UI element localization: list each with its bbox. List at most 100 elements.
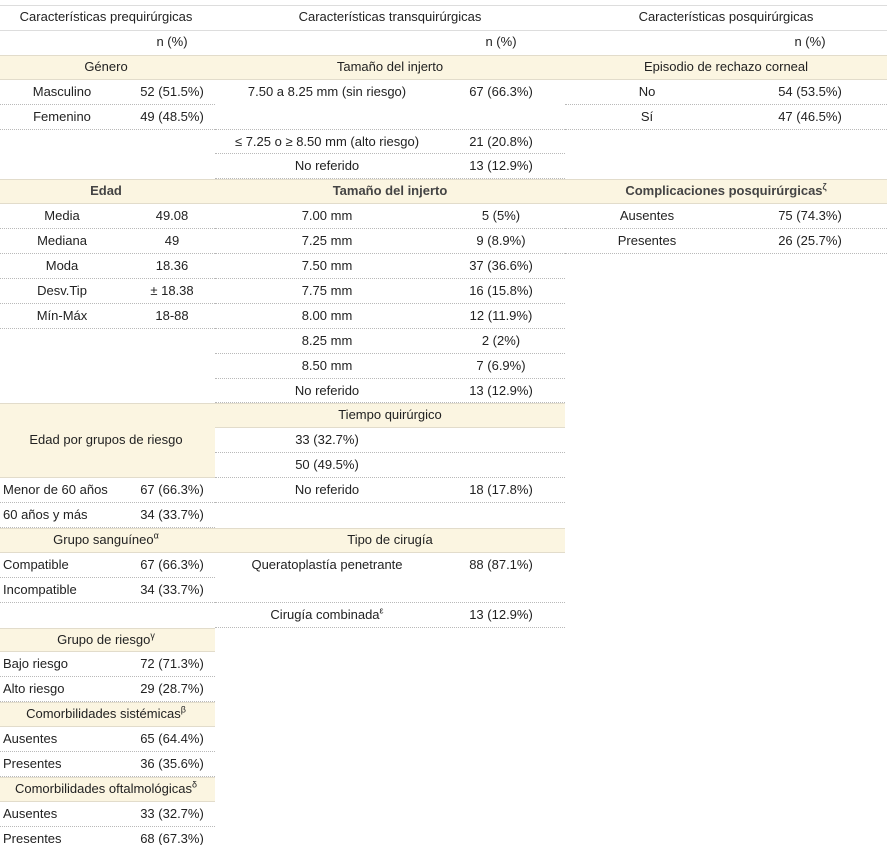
row-value: 18.36 bbox=[155, 258, 189, 273]
row-label: 7.50 mm bbox=[301, 258, 353, 273]
row-label: 7.75 mm bbox=[301, 282, 353, 298]
row-label: Sí bbox=[640, 108, 654, 124]
row-value: 49 (48.5%) bbox=[140, 108, 204, 124]
row-separator bbox=[0, 601, 215, 603]
row-separator bbox=[215, 327, 565, 329]
label-text: Grupo sanguíneo bbox=[53, 531, 154, 547]
section-title: Episodio de rechazo corneal bbox=[643, 58, 809, 74]
row-label: No referido bbox=[294, 158, 360, 174]
row-value: 67 (66.3%) bbox=[140, 482, 204, 498]
row-separator bbox=[0, 775, 215, 777]
superscript: ζ bbox=[822, 181, 827, 192]
row-value: 21 (20.8%) bbox=[469, 133, 533, 149]
row-value: 34 (33.7%) bbox=[140, 507, 204, 522]
row-label: Ausentes bbox=[3, 805, 58, 821]
row-value: ± 18.38 bbox=[150, 282, 194, 298]
column-title: Características transquirúrgicas bbox=[298, 9, 482, 24]
column-title: Características prequirúrgicas bbox=[19, 9, 193, 24]
row-label: Cirugía combinadaε bbox=[177, 603, 477, 628]
row-value: 33 (32.7%) bbox=[140, 805, 204, 821]
row-separator bbox=[215, 352, 565, 354]
row-label: Femenino bbox=[33, 108, 91, 124]
column-title: Características posquirúrgicas bbox=[638, 9, 814, 24]
row-label: 50 (49.5%) bbox=[295, 457, 359, 473]
section-title: Edad bbox=[90, 183, 122, 199]
row-separator bbox=[565, 128, 887, 130]
section-header-bg bbox=[0, 527, 215, 553]
row-label: 8.00 mm bbox=[301, 307, 353, 323]
superscript: ε bbox=[379, 605, 384, 616]
top-rule bbox=[0, 5, 887, 6]
row-label: Incompatible bbox=[3, 581, 77, 597]
section-header-bg bbox=[0, 627, 215, 653]
row-value: 18-88 bbox=[155, 307, 189, 323]
row-label: 7.00 mm bbox=[301, 208, 353, 224]
section-header-bg bbox=[565, 179, 887, 205]
row-separator bbox=[565, 103, 887, 105]
row-label: 60 años y más bbox=[3, 507, 88, 522]
row-separator bbox=[0, 103, 215, 105]
row-value: 13 (12.9%) bbox=[469, 158, 533, 174]
row-label: Desv.Tip bbox=[37, 282, 87, 298]
section-header-bg bbox=[0, 403, 215, 479]
row-value: 36 (35.6%) bbox=[140, 756, 204, 771]
row-label: No bbox=[638, 83, 656, 99]
row-separator bbox=[0, 502, 215, 503]
row-value: 2 (2%) bbox=[481, 332, 521, 348]
row-label: Moda bbox=[45, 258, 79, 273]
row-value: 72 (71.3%) bbox=[140, 656, 204, 672]
row-separator bbox=[0, 228, 215, 230]
section-header-bg bbox=[215, 54, 565, 80]
row-value: 54 (53.5%) bbox=[778, 83, 842, 99]
row-separator bbox=[0, 701, 215, 703]
row-value: 29 (28.7%) bbox=[140, 681, 204, 697]
row-label: No referido bbox=[294, 382, 360, 398]
row-separator bbox=[215, 502, 565, 503]
row-separator bbox=[0, 253, 215, 254]
row-label: Ausentes bbox=[619, 208, 675, 224]
row-label: Presentes bbox=[617, 233, 677, 249]
row-value: 5 (5%) bbox=[481, 208, 521, 224]
row-label: 7.25 mm bbox=[301, 233, 353, 249]
section-title: Tipo de cirugía bbox=[347, 531, 433, 547]
header-rule bbox=[0, 29, 887, 31]
section-title: Edad por grupos de riesgo bbox=[29, 432, 183, 448]
n-label: n (%) bbox=[485, 33, 517, 49]
row-label: Presentes bbox=[3, 756, 62, 771]
superscript: γ bbox=[150, 630, 155, 641]
row-label: 8.50 mm bbox=[301, 357, 353, 373]
row-separator bbox=[0, 128, 215, 130]
section-title: Género bbox=[84, 58, 128, 74]
row-separator bbox=[0, 576, 215, 578]
row-separator bbox=[215, 253, 565, 254]
row-label: ≤ 7.25 o ≥ 8.50 mm (alto riesgo) bbox=[234, 133, 420, 149]
row-label: Presentes bbox=[3, 830, 62, 845]
row-value: 52 (51.5%) bbox=[140, 83, 204, 99]
section-title: Grupo de riesgoγ bbox=[0, 628, 256, 653]
row-value: 7 (6.9%) bbox=[476, 357, 526, 373]
row-value: 9 (8.9%) bbox=[476, 233, 526, 249]
row-value: 88 (87.1%) bbox=[469, 556, 533, 572]
row-label: Media bbox=[44, 208, 80, 224]
row-value: 12 (11.9%) bbox=[469, 307, 533, 323]
n-label: n (%) bbox=[156, 33, 188, 49]
row-separator bbox=[215, 128, 565, 130]
section-header-bg bbox=[0, 54, 215, 80]
row-value: 37 (36.6%) bbox=[469, 258, 533, 273]
section-header-bg bbox=[0, 702, 215, 728]
row-value: 65 (64.4%) bbox=[140, 731, 204, 747]
row-separator bbox=[565, 228, 887, 230]
row-separator bbox=[215, 601, 565, 603]
row-value: 34 (33.7%) bbox=[140, 581, 204, 597]
section-title: Comorbilidades oftalmológicasδ bbox=[0, 777, 256, 802]
row-separator bbox=[215, 302, 565, 304]
row-separator bbox=[215, 452, 565, 454]
row-separator bbox=[215, 277, 565, 279]
label-text: Cirugía combinada bbox=[270, 606, 380, 622]
label-text: Grupo de riesgo bbox=[57, 631, 151, 647]
superscript: α bbox=[153, 530, 159, 541]
row-separator bbox=[0, 676, 215, 678]
section-header-bg bbox=[0, 179, 215, 205]
row-separator bbox=[0, 751, 215, 752]
